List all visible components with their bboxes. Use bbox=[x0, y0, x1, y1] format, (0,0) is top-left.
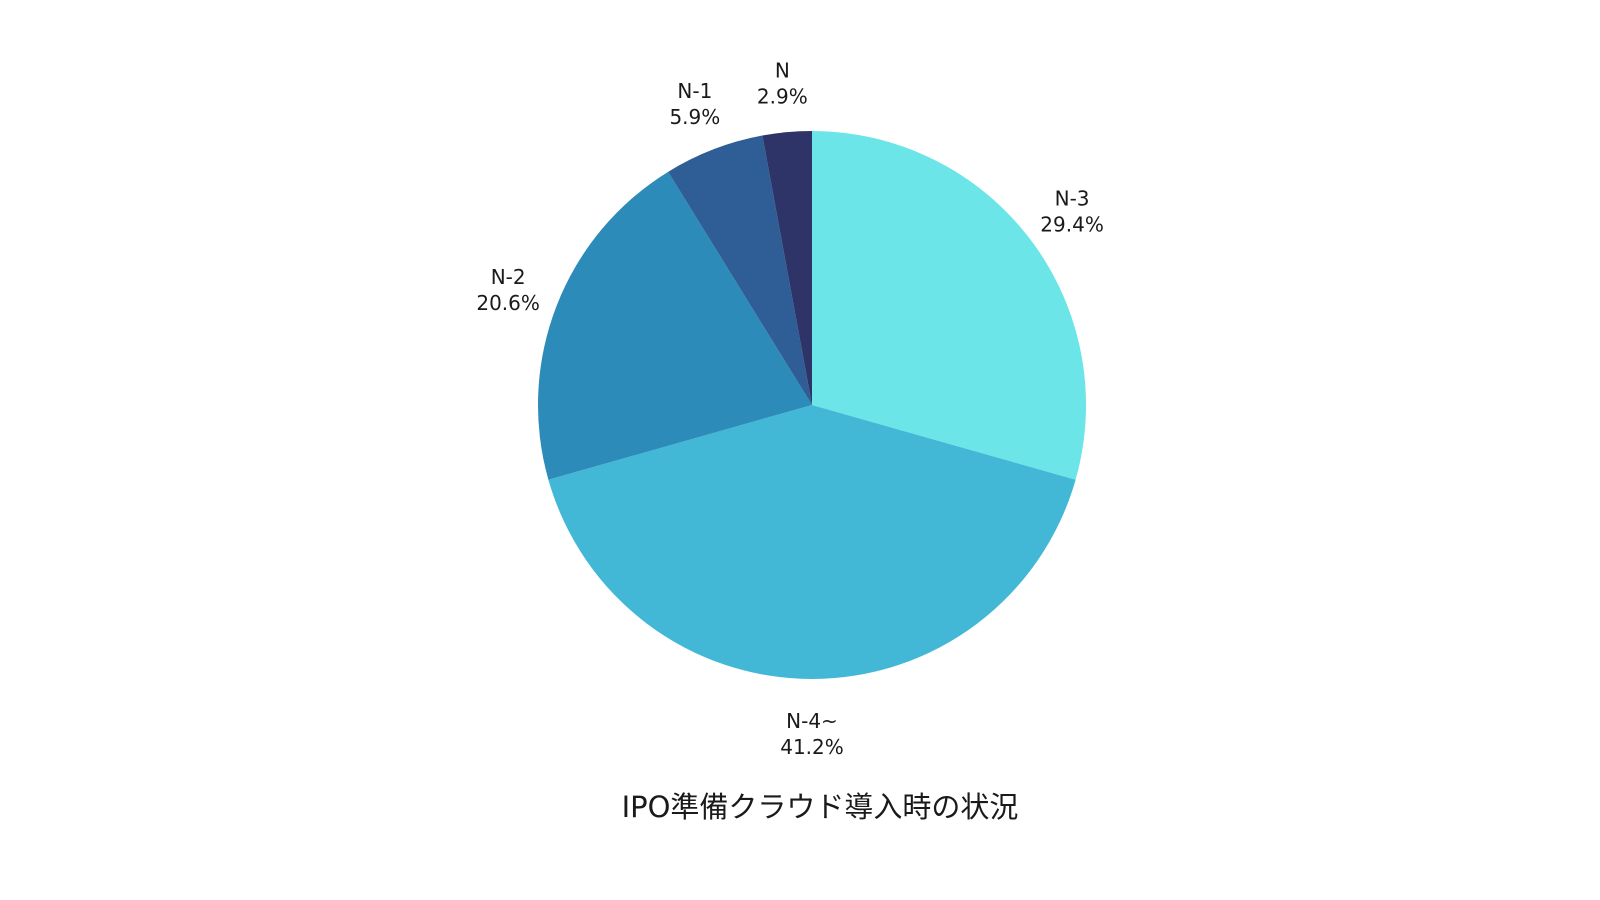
slice-name-label-3: N-1 bbox=[677, 79, 712, 103]
slice-value-label-1: 41.2% bbox=[780, 735, 844, 759]
slice-name-label-0: N-3 bbox=[1055, 186, 1090, 210]
slice-name-label-2: N-2 bbox=[491, 265, 526, 289]
chart-title: IPO準備クラウド導入時の状況 bbox=[622, 790, 1019, 824]
slice-value-label-2: 20.6% bbox=[476, 291, 540, 315]
slice-name-label-1: N-4~ bbox=[786, 709, 838, 733]
slice-name-label-4: N bbox=[775, 58, 790, 82]
slice-value-label-3: 5.9% bbox=[669, 105, 720, 129]
slice-value-label-0: 29.4% bbox=[1040, 212, 1104, 236]
slice-value-label-4: 2.9% bbox=[757, 84, 808, 108]
pie-slices bbox=[538, 131, 1086, 679]
